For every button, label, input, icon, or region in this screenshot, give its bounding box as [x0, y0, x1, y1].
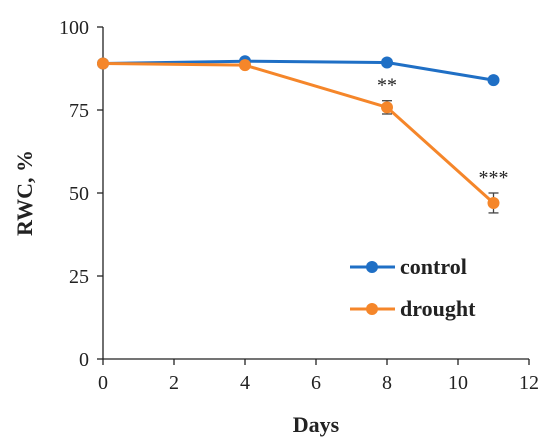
y-axis-title: RWC, % — [12, 150, 37, 236]
x-tick-label: 0 — [98, 372, 108, 394]
x-tick-label: 2 — [169, 372, 179, 394]
legend-label-control: control — [400, 254, 467, 279]
y-tick-label: 75 — [69, 100, 89, 122]
significance-label: ** — [377, 75, 397, 97]
x-tick-label: 10 — [448, 372, 468, 394]
y-tick-label: 25 — [69, 266, 89, 288]
y-tick-label: 0 — [79, 349, 89, 371]
x-tick-label: 12 — [519, 372, 539, 394]
series-layer: ***** — [97, 55, 509, 214]
series-line-drought — [102, 62, 495, 205]
x-tick-label: 4 — [240, 372, 250, 394]
legend-label-drought: drought — [400, 296, 476, 321]
significance-label: *** — [479, 167, 509, 189]
y-tick-label: 100 — [59, 17, 89, 39]
data-point-control — [487, 74, 500, 87]
ticks: 0 2 4 6 8 10 12 0 25 50 75 100 — [59, 17, 539, 394]
series-drought: ***** — [97, 57, 509, 214]
legend-marker-drought — [366, 303, 378, 315]
series-line-control — [102, 59, 494, 82]
legend-marker-control — [366, 261, 378, 273]
data-point-drought — [487, 196, 500, 209]
x-axis-title: Days — [293, 412, 340, 437]
data-point-drought — [381, 101, 393, 114]
y-tick-label: 50 — [69, 183, 89, 205]
data-point-drought — [97, 57, 109, 70]
legend: control drought — [350, 254, 476, 321]
x-tick-label: 6 — [311, 372, 321, 394]
x-tick-label: 8 — [382, 372, 392, 394]
data-point-control — [381, 56, 393, 69]
data-point-drought — [239, 59, 251, 72]
